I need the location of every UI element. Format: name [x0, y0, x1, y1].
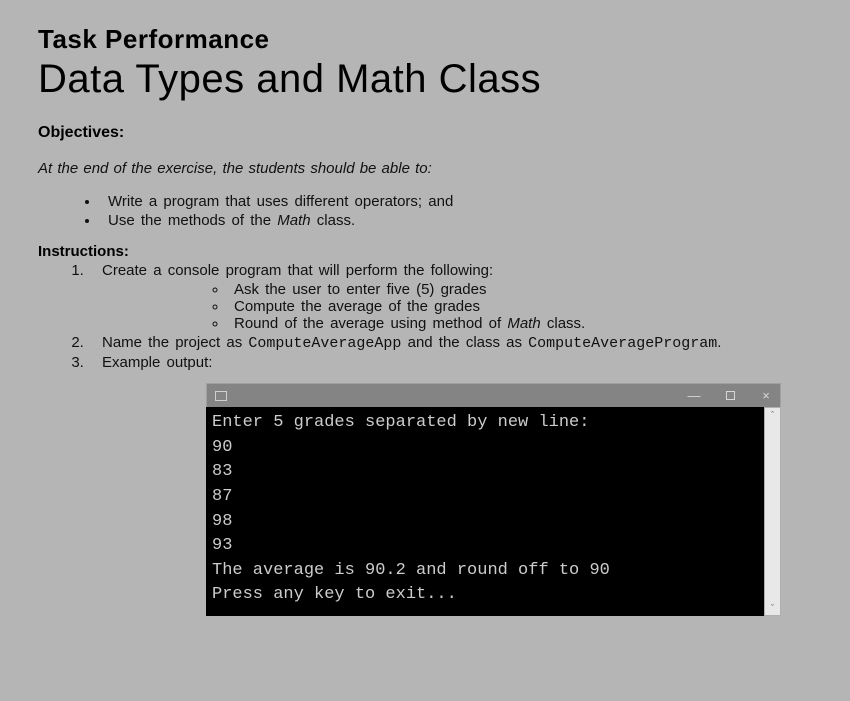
objectives-list: Write a program that uses different oper… — [38, 193, 812, 229]
list-item: Round of the average using method of Mat… — [228, 315, 812, 332]
instruction-1-text: Create a console program that will perfo… — [102, 262, 493, 279]
page-title: Data Types and Math Class — [38, 57, 812, 102]
console-window: — × Enter 5 grades separated by new line… — [206, 383, 781, 616]
instructions-heading: Instructions: — [38, 243, 812, 260]
text-fragment: and the class as — [401, 334, 528, 351]
math-word: Math — [277, 212, 310, 229]
scroll-up-icon[interactable]: ˆ — [765, 408, 780, 422]
code-class-name: ComputeAverageProgram — [528, 335, 717, 352]
list-item: Name the project as ComputeAverageApp an… — [90, 334, 812, 352]
code-project-name: ComputeAverageApp — [248, 335, 401, 352]
text-fragment: . — [717, 334, 721, 351]
console-body-wrap: Enter 5 grades separated by new line: 90… — [206, 407, 781, 616]
minimize-icon[interactable]: — — [686, 388, 702, 404]
pretitle: Task Performance — [38, 24, 812, 55]
list-item: Write a program that uses different oper… — [100, 193, 812, 210]
instructions-list: Create a console program that will perfo… — [38, 262, 812, 371]
list-item: Use the methods of the Math class. — [100, 212, 812, 229]
maximize-icon[interactable] — [722, 388, 738, 404]
document-page: Task Performance Data Types and Math Cla… — [0, 0, 850, 636]
scroll-down-icon[interactable]: ˇ — [765, 601, 780, 615]
scrollbar[interactable]: ˆ ˇ — [764, 407, 781, 616]
list-item: Create a console program that will perfo… — [90, 262, 812, 332]
list-item: Example output: — [90, 354, 812, 371]
console-titlebar: — × — [206, 383, 781, 407]
console-app-icon — [215, 391, 227, 401]
close-icon[interactable]: × — [758, 388, 774, 404]
window-controls: — × — [686, 388, 774, 404]
list-item: Compute the average of the grades — [228, 298, 812, 315]
objectives-heading: Objectives: — [38, 124, 812, 142]
sub-bullet-list: Ask the user to enter five (5) grades Co… — [102, 281, 812, 332]
list-item: Ask the user to enter five (5) grades — [228, 281, 812, 298]
text-fragment: Name the project as — [102, 334, 248, 351]
console-output: Enter 5 grades separated by new line: 90… — [206, 407, 764, 616]
math-word: Math — [507, 315, 540, 332]
objectives-intro: At the end of the exercise, the students… — [38, 160, 812, 177]
